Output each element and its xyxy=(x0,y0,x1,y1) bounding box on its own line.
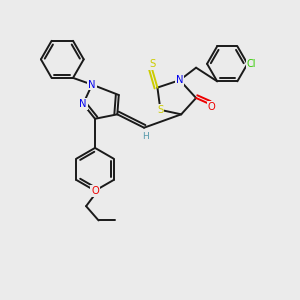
Text: S: S xyxy=(149,59,155,69)
Text: O: O xyxy=(208,102,216,112)
Text: N: N xyxy=(80,99,87,109)
Text: S: S xyxy=(157,105,164,115)
Text: N: N xyxy=(176,75,184,85)
Text: O: O xyxy=(91,186,99,196)
Text: N: N xyxy=(88,80,96,90)
Text: H: H xyxy=(142,131,149,140)
Text: Cl: Cl xyxy=(246,59,256,69)
